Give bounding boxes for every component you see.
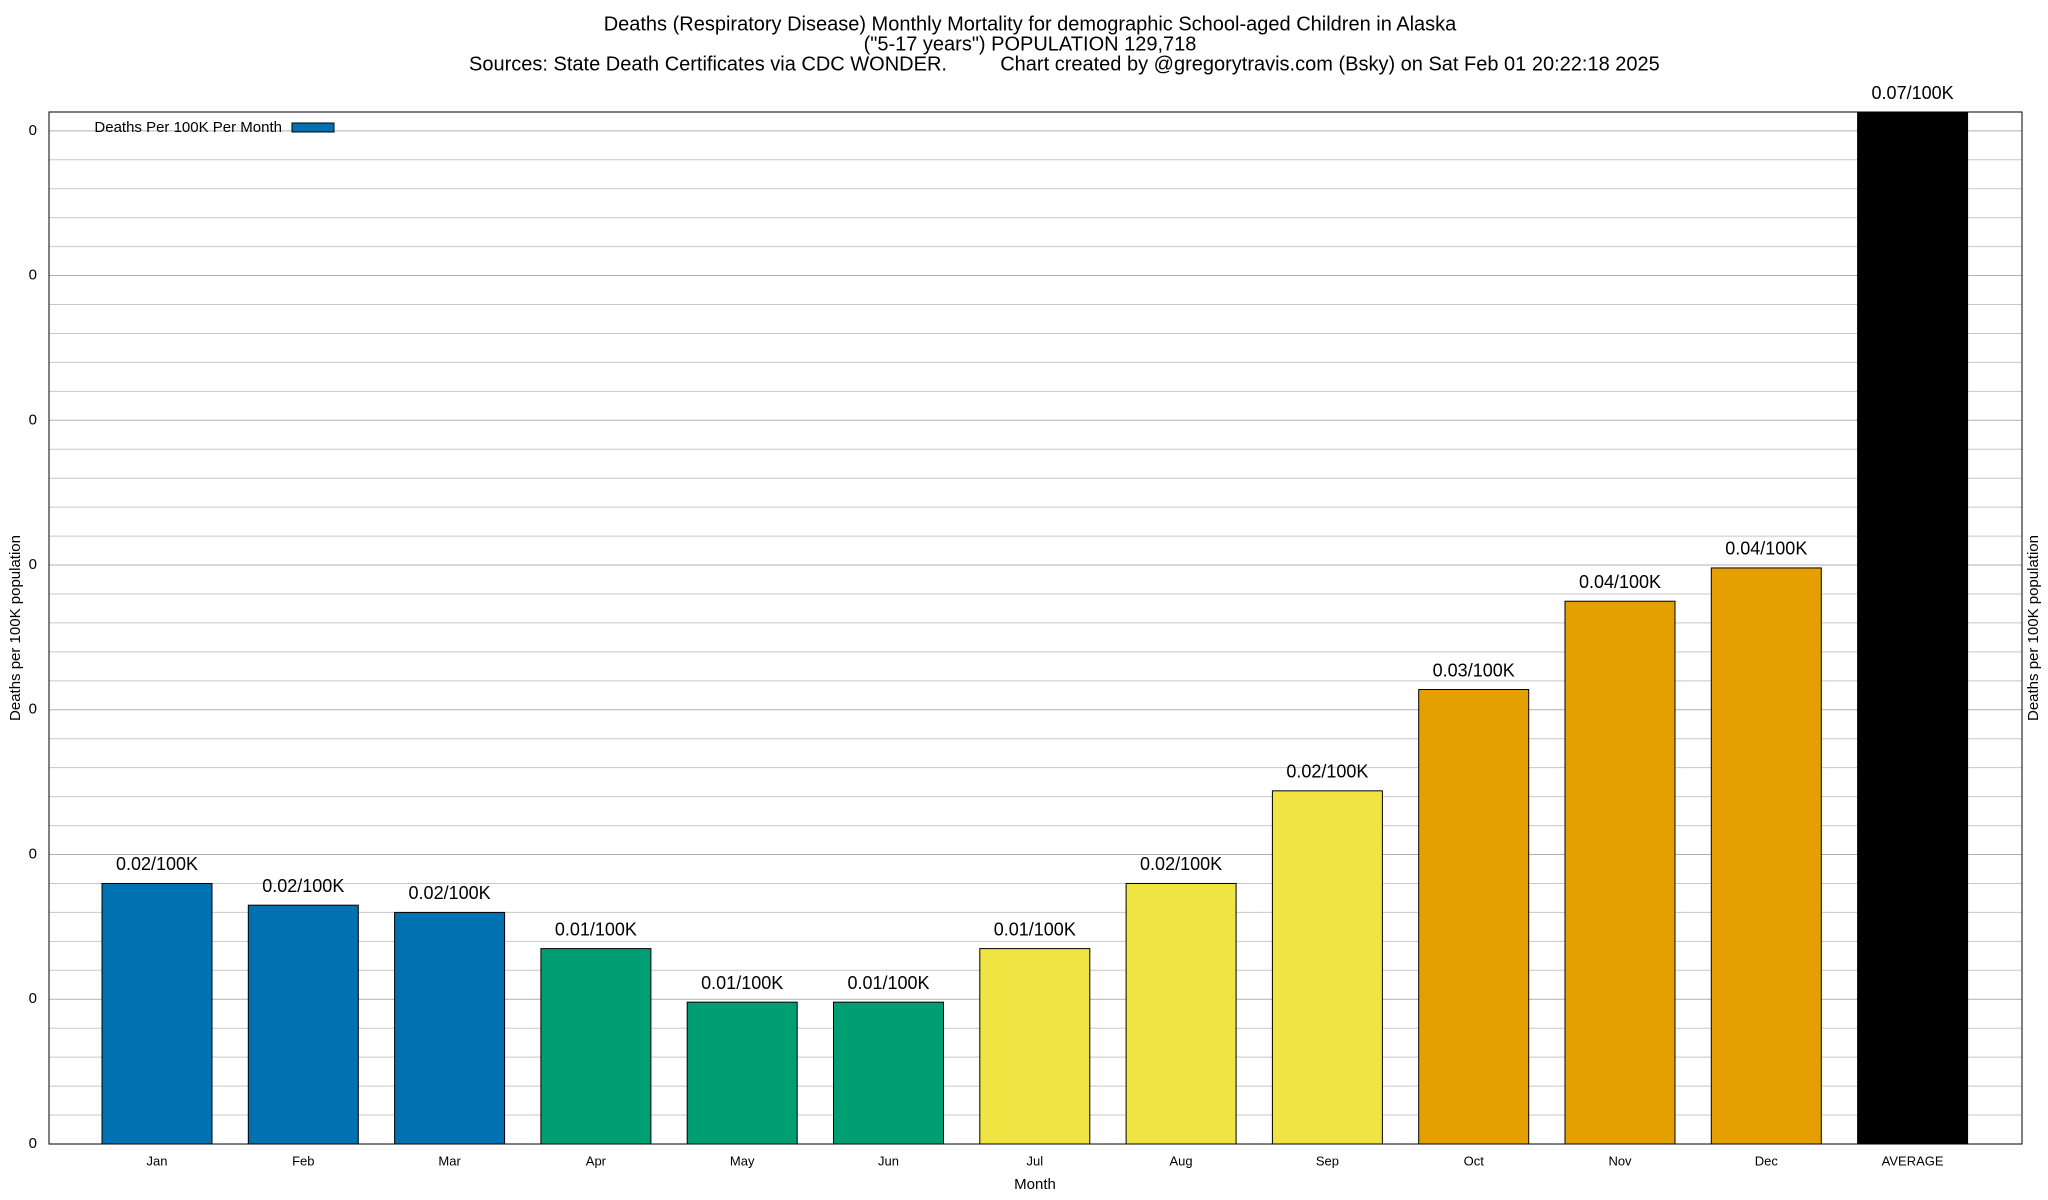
x-tick-label: Oct [1464, 1153, 1485, 1168]
y-tick-label: 0 [29, 122, 37, 139]
bar [833, 1001, 944, 1145]
x-tick-label: May [730, 1153, 755, 1168]
bar [1857, 111, 1969, 1145]
y-tick-label: 0 [29, 845, 37, 862]
data-label: 0.02/100K [409, 883, 491, 903]
x-tick-label: Jul [1026, 1153, 1043, 1168]
y-tick-label: 0 [29, 411, 37, 428]
bar [1710, 567, 1822, 1145]
y-axis-label: Deaths per 100K population [7, 535, 24, 721]
source: Sources: State Death Certificates via CD… [469, 53, 947, 75]
data-label: 0.03/100K [1433, 660, 1515, 680]
data-label: 0.02/100K [1140, 854, 1222, 874]
x-tick-label: Nov [1608, 1153, 1632, 1168]
bar [1418, 689, 1530, 1145]
bar [247, 904, 359, 1145]
data-label: 0.02/100K [262, 876, 344, 896]
y-tick-label: 0 [29, 1135, 37, 1152]
credit: Chart created by @gregorytravis.com (Bsk… [1000, 53, 1660, 75]
data-label: 0.07/100K [1872, 83, 1954, 103]
bar [1271, 790, 1383, 1145]
data-label: 0.04/100K [1725, 539, 1807, 559]
x-tick-label: Sep [1316, 1153, 1339, 1168]
bar [686, 1001, 798, 1145]
x-tick-label: Aug [1170, 1153, 1193, 1168]
x-tick-label: Feb [292, 1153, 314, 1168]
chart-title: Deaths (Respiratory Disease) Monthly Mor… [604, 13, 1457, 35]
x-tick-label: Jun [878, 1153, 899, 1168]
data-label: 0.01/100K [701, 973, 783, 993]
legend-label: Deaths Per 100K Per Month [94, 119, 282, 136]
bar [1564, 600, 1676, 1145]
data-label: 0.02/100K [116, 854, 198, 874]
bar [979, 948, 1091, 1145]
y2-axis-label: Deaths per 100K population [2025, 535, 2042, 721]
x-axis-label: Month [1014, 1176, 1056, 1193]
bar [1125, 882, 1237, 1145]
x-tick-label: AVERAGE [1882, 1153, 1944, 1168]
x-tick-label: Dec [1755, 1153, 1779, 1168]
bar [394, 911, 506, 1145]
x-tick-label: Mar [438, 1153, 461, 1168]
data-label: 0.01/100K [994, 919, 1076, 939]
bar [101, 882, 213, 1145]
bar [540, 948, 652, 1145]
y-tick-label: 0 [29, 556, 37, 573]
y-tick-label: 0 [29, 267, 37, 284]
x-tick-label: Jan [147, 1153, 168, 1168]
data-label: 0.04/100K [1579, 572, 1661, 592]
plot-frame [48, 111, 2023, 1145]
data-label: 0.02/100K [1286, 762, 1368, 782]
y-tick-label: 0 [29, 990, 37, 1007]
chart-subtitle: ("5-17 years") POPULATION 129,718 [864, 33, 1197, 55]
legend-swatch [291, 122, 335, 133]
x-tick-label: Apr [586, 1153, 607, 1168]
y-tick-label: 0 [29, 701, 37, 718]
data-label: 0.01/100K [555, 919, 637, 939]
data-label: 0.01/100K [847, 973, 929, 993]
